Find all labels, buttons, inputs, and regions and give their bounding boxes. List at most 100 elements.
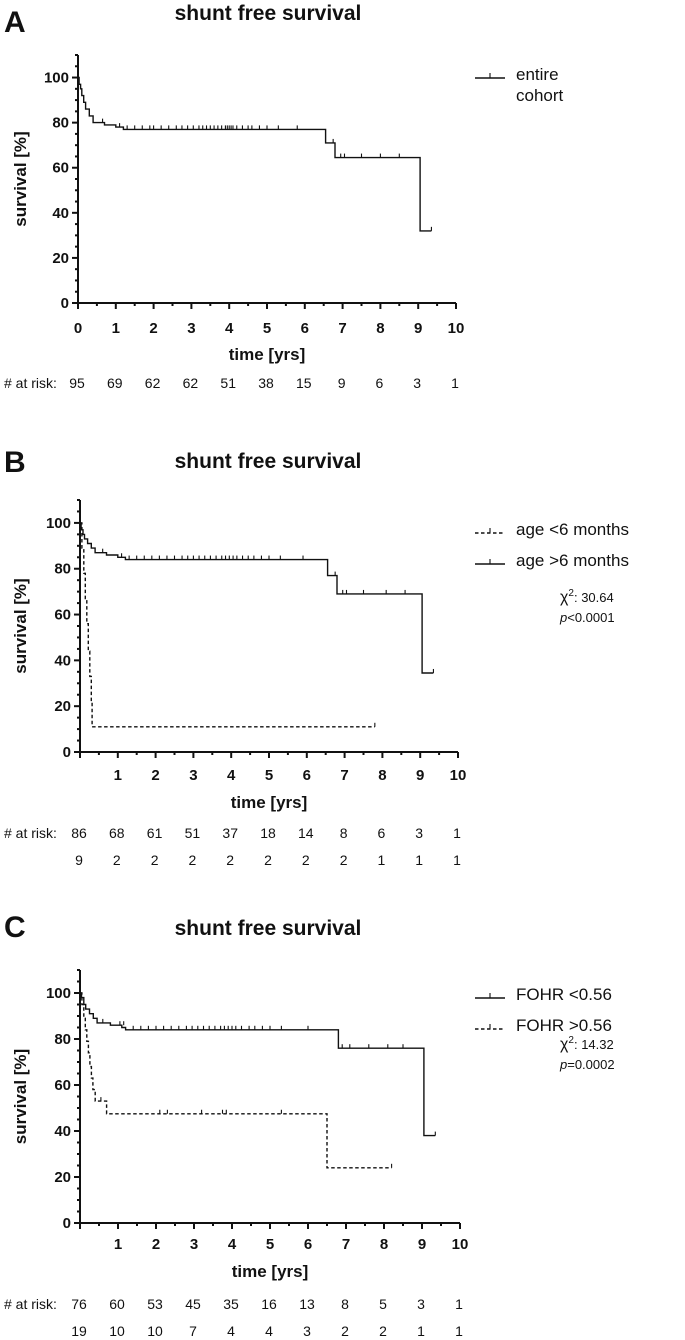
panel-letter: C <box>4 911 26 944</box>
risk-count: 51 <box>220 375 236 391</box>
risk-count: 2 <box>264 852 272 868</box>
risk-count: 10 <box>109 1323 125 1339</box>
risk-count: 35 <box>223 1296 239 1312</box>
risk-table-label: # at risk: <box>4 825 57 841</box>
risk-count: 61 <box>147 825 163 841</box>
chi-square-stat: χ2: 14.32 <box>560 1035 614 1053</box>
y-tick-label: 100 <box>46 515 71 532</box>
y-tick-label: 60 <box>52 160 69 177</box>
x-tick-label: 10 <box>448 320 465 337</box>
y-axis-label: survival [%] <box>11 131 30 226</box>
risk-count: 1 <box>378 852 386 868</box>
legend-label-1: entire <box>516 65 559 84</box>
y-tick-label: 80 <box>52 115 69 132</box>
risk-count: 1 <box>455 1323 463 1339</box>
risk-count: 1 <box>453 825 461 841</box>
legend-label-1: FOHR <0.56 <box>516 985 612 1004</box>
risk-count: 37 <box>222 825 238 841</box>
series-line-1 <box>80 522 375 728</box>
x-tick-label: 4 <box>228 1236 237 1253</box>
panel-letter: A <box>4 6 26 39</box>
risk-count: 2 <box>151 852 159 868</box>
y-tick-label: 80 <box>54 1031 71 1048</box>
risk-count: 15 <box>296 375 312 391</box>
risk-count: 3 <box>415 825 423 841</box>
x-axis-label: time [yrs] <box>229 345 306 364</box>
p-value-stat: p=0.0002 <box>559 1057 615 1072</box>
y-tick-label: 40 <box>52 205 69 222</box>
risk-count: 19 <box>71 1323 87 1339</box>
y-tick-label: 60 <box>54 1077 71 1094</box>
risk-count: 14 <box>298 825 314 841</box>
risk-count: 6 <box>376 375 384 391</box>
y-tick-label: 0 <box>63 1215 71 1232</box>
risk-count: 51 <box>185 825 201 841</box>
series-line-1 <box>78 76 432 232</box>
x-tick-label: 7 <box>340 767 348 784</box>
risk-count: 3 <box>303 1323 311 1339</box>
y-axis-label: survival [%] <box>11 1049 30 1144</box>
risk-count: 5 <box>379 1296 387 1312</box>
x-tick-label: 7 <box>338 320 346 337</box>
x-tick-label: 6 <box>303 767 311 784</box>
y-tick-label: 100 <box>44 70 69 87</box>
x-tick-label: 9 <box>416 767 424 784</box>
series-line-1 <box>80 992 436 1137</box>
y-tick-label: 40 <box>54 652 71 669</box>
y-tick-label: 20 <box>54 698 71 715</box>
risk-count: 60 <box>109 1296 125 1312</box>
risk-count: 13 <box>299 1296 315 1312</box>
chart-title: shunt free survival <box>175 917 362 940</box>
x-tick-label: 5 <box>265 767 273 784</box>
x-tick-label: 4 <box>225 320 234 337</box>
risk-count: 38 <box>258 375 274 391</box>
risk-count: 53 <box>147 1296 163 1312</box>
x-tick-label: 0 <box>74 320 82 337</box>
legend-label-2: age >6 months <box>516 551 629 570</box>
legend-label-2: FOHR >0.56 <box>516 1016 612 1035</box>
risk-count: 9 <box>338 375 346 391</box>
y-tick-label: 40 <box>54 1123 71 1140</box>
risk-count: 2 <box>113 852 121 868</box>
risk-table-label: # at risk: <box>4 375 57 391</box>
risk-count: 18 <box>260 825 276 841</box>
y-tick-label: 0 <box>63 744 71 761</box>
x-tick-label: 6 <box>301 320 309 337</box>
risk-count: 1 <box>417 1323 425 1339</box>
legend-label-1: cohort <box>516 86 564 105</box>
x-tick-label: 10 <box>450 767 467 784</box>
risk-count: 10 <box>147 1323 163 1339</box>
panel-letter: B <box>4 446 26 479</box>
x-tick-label: 3 <box>187 320 195 337</box>
risk-count: 2 <box>226 852 234 868</box>
series-line-2 <box>80 522 434 674</box>
risk-count: 68 <box>109 825 125 841</box>
chart-title: shunt free survival <box>175 450 362 473</box>
chart-title: shunt free survival <box>175 2 362 25</box>
y-tick-label: 0 <box>61 295 69 312</box>
x-tick-label: 8 <box>380 1236 388 1253</box>
risk-count: 69 <box>107 375 123 391</box>
y-tick-label: 60 <box>54 607 71 624</box>
x-tick-label: 9 <box>414 320 422 337</box>
risk-count: 2 <box>341 1323 349 1339</box>
risk-count: 2 <box>189 852 197 868</box>
x-tick-label: 4 <box>227 767 236 784</box>
p-value-stat: p<0.0001 <box>559 610 615 625</box>
risk-count: 1 <box>451 375 459 391</box>
risk-count: 2 <box>379 1323 387 1339</box>
risk-count: 2 <box>302 852 310 868</box>
risk-count: 1 <box>455 1296 463 1312</box>
y-tick-label: 100 <box>46 985 71 1002</box>
risk-count: 3 <box>417 1296 425 1312</box>
x-tick-label: 8 <box>376 320 384 337</box>
risk-count: 86 <box>71 825 87 841</box>
risk-count: 8 <box>341 1296 349 1312</box>
y-tick-label: 20 <box>52 250 69 267</box>
x-tick-label: 1 <box>112 320 120 337</box>
risk-count: 1 <box>453 852 461 868</box>
